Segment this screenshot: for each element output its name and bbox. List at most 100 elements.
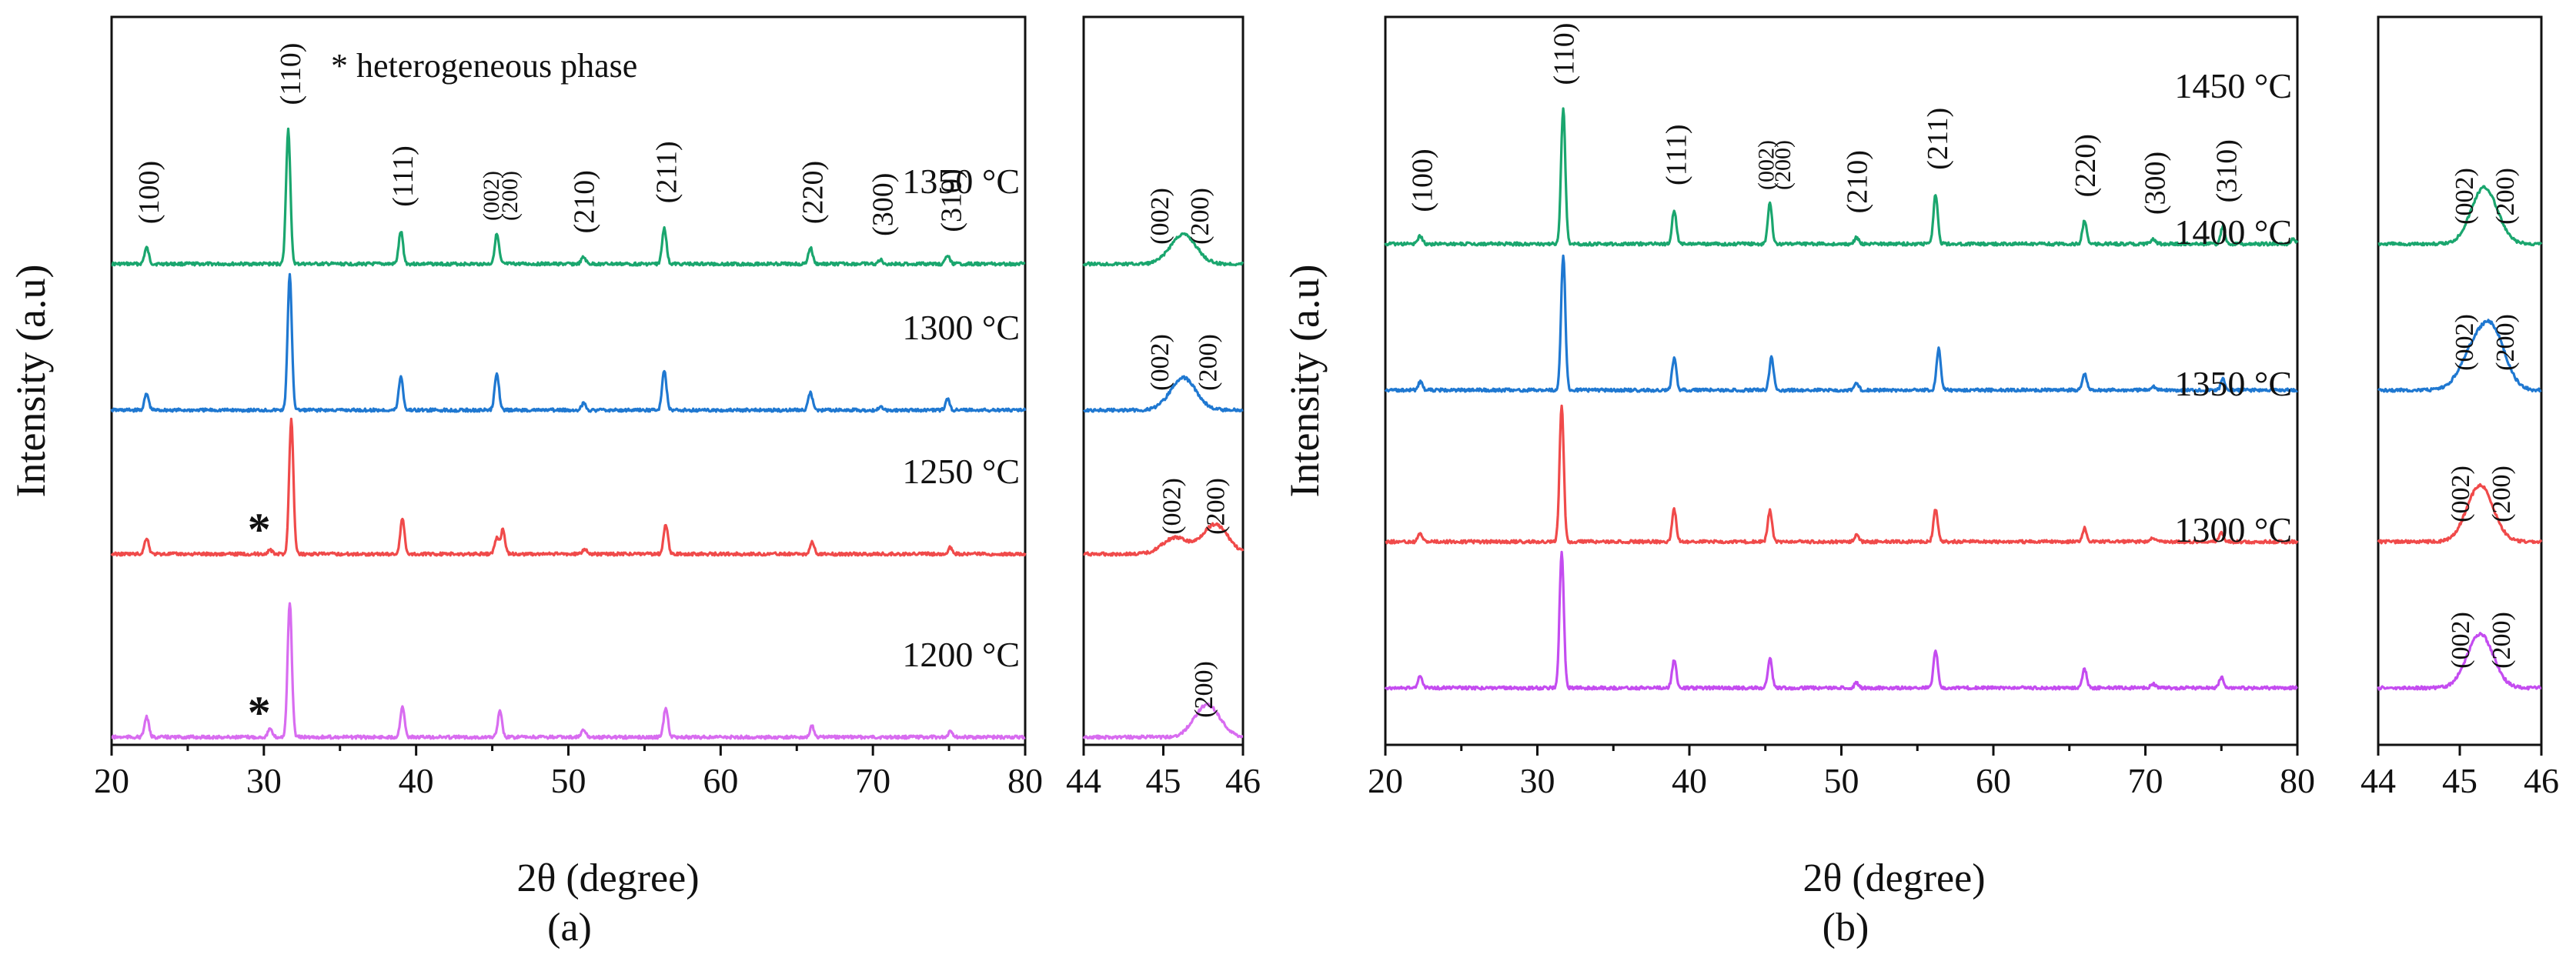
zoom-series-line bbox=[2377, 482, 2543, 545]
x-axis-title: 2θ (degree) bbox=[1803, 856, 1985, 900]
zoom-peak-label: (002) bbox=[1146, 334, 1174, 391]
x-tick-label: 70 bbox=[855, 761, 890, 800]
x-tick-label: 50 bbox=[551, 761, 586, 800]
peak-label: (211) bbox=[1922, 108, 1954, 170]
plot-frame bbox=[1384, 15, 2299, 746]
series-line bbox=[110, 417, 1027, 557]
series-1300 °C: 1300 °C (002) (200) bbox=[1384, 510, 2542, 691]
peak-label: (111) bbox=[1661, 125, 1693, 186]
zoom-series-line bbox=[1082, 702, 1244, 740]
peak-label: (310) bbox=[2210, 139, 2243, 202]
zoom-x-tick-label: 46 bbox=[2524, 761, 2559, 800]
series-line bbox=[1384, 107, 2299, 247]
peak-label: (110) bbox=[275, 43, 307, 105]
peak-label: (210) bbox=[1842, 150, 1874, 213]
x-tick-label: 60 bbox=[1976, 761, 2011, 800]
x-tick-label: 40 bbox=[1672, 761, 1707, 800]
x-tick-label: 80 bbox=[2280, 761, 2315, 800]
x-tick-label: 60 bbox=[703, 761, 738, 800]
x-tick-label: 40 bbox=[399, 761, 434, 800]
series-1300 °C: 1300 °C (002) (200) bbox=[110, 272, 1244, 413]
peak-label: (100) bbox=[1407, 149, 1439, 212]
series-line bbox=[1385, 404, 2299, 545]
peak-label: (300) bbox=[867, 173, 899, 236]
x-tick-label: 50 bbox=[1824, 761, 1859, 800]
panel-caption: (a) bbox=[547, 906, 592, 950]
peak-label: (211) bbox=[650, 141, 683, 203]
peak-label: (300) bbox=[2140, 152, 2172, 215]
zoom-peak-label: (200) bbox=[1202, 478, 1231, 535]
zoom-peak-label: (200) bbox=[1186, 188, 1214, 245]
series-1350 °C: 1350 °C(002) (200) bbox=[111, 127, 1245, 267]
series-line bbox=[1384, 254, 2298, 393]
x-axis-title: 2θ (degree) bbox=[516, 856, 699, 900]
zoom-series-line bbox=[2377, 632, 2542, 691]
zoom-peak-label: (002) bbox=[2451, 168, 2479, 225]
peak-label: (310) bbox=[935, 169, 967, 232]
zoom-peak-label: (200) bbox=[2487, 466, 2516, 522]
zoom-peak-label: (002) bbox=[1146, 188, 1174, 245]
peak-label: (200) bbox=[1770, 140, 1796, 190]
zoom-peak-label: (200) bbox=[2491, 168, 2520, 225]
x-tick-label: 20 bbox=[94, 761, 129, 800]
series-label: 1300 °C bbox=[902, 308, 1020, 347]
series-1350 °C: 1350 °C (002) (200) bbox=[1385, 364, 2543, 545]
zoom-x-tick-label: 45 bbox=[1146, 761, 1181, 800]
zoom-series-line bbox=[1082, 232, 1245, 267]
zoom-peak-label: (200) bbox=[2487, 612, 2516, 669]
series-1200 °C: 1200 °C * (200) bbox=[111, 602, 1244, 740]
x-tick-label: 70 bbox=[2128, 761, 2163, 800]
zoom-series-line bbox=[1083, 522, 1245, 557]
y-axis-title: Intensity (a.u) bbox=[1281, 265, 1328, 498]
zoom-peak-label: (002) bbox=[2451, 314, 2479, 371]
series-label: 1350 °C bbox=[902, 162, 1020, 201]
series-1450 °C: 1450 °C (002) (200) bbox=[1384, 66, 2543, 247]
peak-label: (002) bbox=[479, 171, 504, 221]
zoom-series-line bbox=[1083, 375, 1244, 413]
zoom-series-line bbox=[2377, 319, 2542, 393]
panel-caption: (b) bbox=[1823, 906, 1869, 950]
series-label: 1400 °C bbox=[2174, 212, 2292, 252]
zoom-peak-label: (002) bbox=[2447, 612, 2475, 669]
zoom-x-tick-label: 45 bbox=[2442, 761, 2477, 800]
peak-label: (220) bbox=[2070, 134, 2102, 197]
plot-frame bbox=[110, 15, 1027, 746]
zoom-peak-label: (002) bbox=[1158, 478, 1187, 535]
series-label: 1200 °C bbox=[902, 635, 1020, 674]
series-label: 1450 °C bbox=[2174, 66, 2292, 105]
x-tick-label: 30 bbox=[246, 761, 282, 800]
zoom-peak-label: (200) bbox=[2491, 314, 2520, 371]
chart-panel-b: 20 30 40 50 60 70 80 44 45 46 2θ (degree) (b) Intens… bbox=[1281, 15, 2559, 950]
series-line bbox=[110, 272, 1027, 413]
peak-label: (111) bbox=[387, 145, 419, 207]
series-label: 1250 °C bbox=[902, 452, 1020, 491]
series-1250 °C: 1250 °C * (002) (200) bbox=[110, 417, 1245, 557]
series-line bbox=[1384, 550, 2298, 691]
peak-label: (210) bbox=[569, 170, 601, 233]
series-1400 °C: 1400 °C (002) (200) bbox=[1384, 212, 2542, 393]
x-tick-label: 30 bbox=[1520, 761, 1555, 800]
zoom-series-line bbox=[2377, 185, 2543, 247]
x-tick-label: 80 bbox=[1007, 761, 1043, 800]
zoom-x-tick-label: 44 bbox=[2360, 761, 2396, 800]
x-tick-label: 20 bbox=[1368, 761, 1403, 800]
peak-label: (110) bbox=[1548, 23, 1580, 85]
series-label: 1300 °C bbox=[2174, 510, 2292, 549]
peak-label: (100) bbox=[133, 161, 165, 224]
phase-marker: * bbox=[248, 504, 271, 555]
y-axis-title: Intensity (a.u) bbox=[8, 265, 54, 498]
series-line bbox=[111, 127, 1026, 267]
zoom-peak-label: (002) bbox=[2447, 466, 2475, 522]
peak-label: (220) bbox=[797, 161, 829, 224]
zoom-x-tick-label: 44 bbox=[1066, 761, 1101, 800]
series-line bbox=[111, 602, 1026, 740]
chart-panel-a: 20 30 40 50 60 70 80 44 45 46 2θ (degree) (a) Intens… bbox=[8, 15, 1261, 950]
phase-marker: * bbox=[248, 687, 271, 738]
zoom-x-tick-label: 46 bbox=[1225, 761, 1261, 800]
series-label: 1350 °C bbox=[2174, 364, 2292, 403]
peak-label: (200) bbox=[497, 171, 523, 221]
zoom-peak-label: (200) bbox=[1190, 661, 1218, 718]
zoom-peak-label: (200) bbox=[1194, 334, 1222, 391]
legend-note: * heterogeneous phase bbox=[331, 47, 637, 85]
